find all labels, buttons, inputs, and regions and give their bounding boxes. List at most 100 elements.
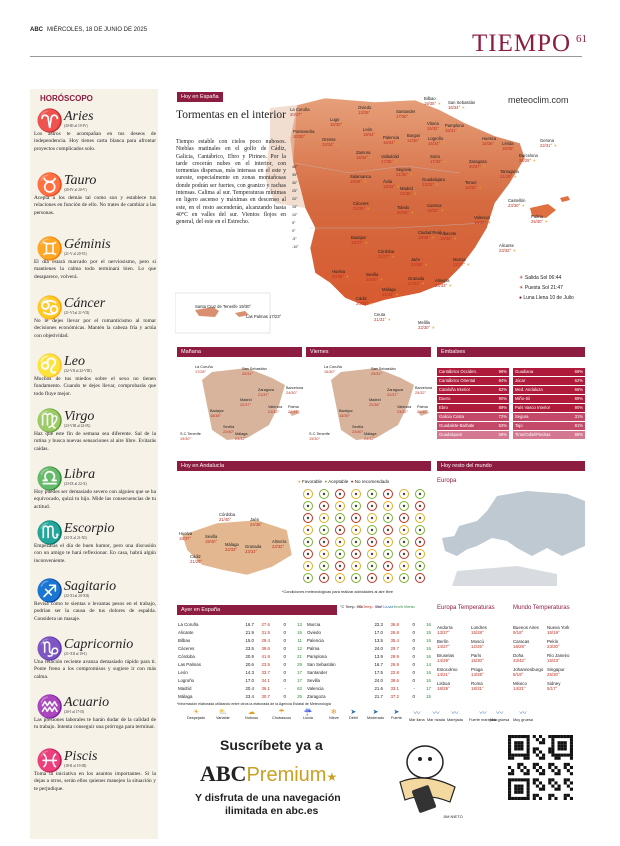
table-row: Palma 24.0 29.7 0 16	[307, 645, 431, 651]
city-31: Palma 25/30° ☀	[531, 214, 549, 224]
sun-icon: ☀	[394, 291, 400, 297]
city-29: Cuenca 18/32° ☀	[427, 203, 445, 213]
legend-item-8: ➤ Fuerte	[391, 709, 402, 720]
full-moon-icon: ●	[519, 295, 524, 301]
city-26: Guadalajara 23/33° ☀	[422, 177, 445, 187]
activity-icon	[351, 489, 361, 499]
sign-name: Sagitario	[64, 579, 117, 594]
sunrise-icon: ☀	[519, 275, 525, 281]
spain-body: Tiempo estable con cielos poco nubosos. …	[176, 139, 286, 226]
manana-map	[202, 368, 300, 440]
weather-legend-icon: ❄	[330, 709, 337, 716]
table-row: Bilbao 15.0 29.4 0 11	[178, 637, 302, 643]
activity-icon	[383, 573, 393, 583]
city-33: Toledo 20/36° ☀	[397, 205, 415, 215]
zodiac-5-icon: ♍	[36, 408, 64, 433]
activity-icon	[303, 525, 313, 535]
eu-temps-title: Europa Temperaturas	[437, 605, 495, 611]
reservoirs-label: Embalses	[437, 347, 585, 357]
city-37: Albacete 19/33° ☀	[440, 231, 458, 241]
v_cities-4: Madrid 22/38°	[369, 398, 381, 407]
sign-dates: (21-V al 20-VI)	[64, 252, 87, 256]
city-35: Badajoz 18/37° ☀	[351, 235, 369, 245]
v_cities-6: Palma 20/32°	[417, 405, 429, 414]
activity-icon	[399, 537, 409, 547]
sun-icon: ☀	[305, 133, 311, 139]
abc-premium-ad[interactable]: Suscríbete ya a ABCPremium★ Y disfruta d…	[175, 727, 585, 842]
cartoon-illustration	[399, 745, 456, 813]
spain-map	[175, 97, 570, 334]
city-45: Almería 23/33° ☀	[435, 278, 453, 288]
legend-item-5: ❄ Nieve	[329, 709, 339, 720]
v_cities-3: Barcelona 25/32°	[415, 386, 433, 395]
sun-icon: ☀	[370, 109, 376, 115]
and-city-2: Córdoba 21/40°	[219, 512, 236, 522]
scale-tick: 5°	[292, 221, 296, 225]
andalucia-legend: ● Favorable ● Aceptable ● No recomendado	[298, 479, 390, 484]
activity-icon	[351, 501, 361, 511]
scale-tick: 40°	[292, 165, 298, 169]
m_cities-8: Sevilla 22/40°	[223, 425, 235, 434]
issue-date: MIÉRCOLES, 18 DE JUNIO DE 2025	[47, 27, 148, 33]
activity-icon	[319, 501, 329, 511]
city-43: Sevilla 20/40° ☀	[366, 272, 384, 282]
activity-icon	[383, 501, 393, 511]
favorable-icon: ●	[298, 479, 301, 484]
scale-tick: 25°	[292, 189, 298, 193]
temps_world-item-0: Buenos Aires 9/18°	[513, 625, 539, 635]
sign-text: Hoy puedes ser demasiado severo con algu…	[34, 489, 156, 510]
sun-icon: ☀	[447, 282, 453, 288]
activity-icon	[415, 501, 425, 511]
zodiac-1-icon: ♉	[36, 172, 64, 197]
and-city-0: Huelva 18/37°	[179, 531, 193, 541]
table-row: Córdoba 20.9 41.9 0 21	[178, 653, 302, 659]
sign-name: Capricornio	[64, 637, 134, 652]
activity-icon	[351, 537, 361, 547]
weather-legend-icon: 〰	[413, 710, 421, 717]
sign-text: Haz que este fin de semana sea diferente…	[34, 431, 156, 452]
sign-text: Muchos de tus miedos sobre el sexo no ti…	[34, 376, 156, 397]
sun-icon: ☀	[378, 276, 384, 282]
activity-icon	[335, 489, 345, 499]
weather-legend-icon: ☀	[192, 709, 200, 716]
activity-icon	[319, 489, 329, 499]
sun-icon: ☀	[514, 145, 520, 151]
world-label: Hoy resto del mundo	[437, 461, 585, 471]
ad-line3: ilimitada en abc.es	[225, 805, 319, 817]
reservoir-right-6: Tajo 81%	[513, 422, 585, 430]
activity-icon	[415, 549, 425, 559]
table-row: León 14.3 33.7 0 17	[178, 669, 302, 675]
sun-icon: ☀	[363, 239, 369, 245]
sign-dates: (22-VII al 22-VIII)	[64, 369, 92, 373]
activity-icon	[351, 525, 361, 535]
sun-icon: ☀	[408, 171, 414, 177]
m_cities-4: Madrid 22/37°	[240, 398, 252, 407]
table-row: Madrid 20.4 36.1-63	[178, 685, 302, 691]
yesterday-footnote: *Información elaborada utilizando entre …	[177, 702, 331, 706]
weather-legend-icon: ☂	[278, 709, 285, 716]
legend-item-13: 〰 Mar gruesa	[490, 710, 510, 722]
weather-legend-icon: 〰	[496, 710, 504, 717]
legend-item-0: ☀ Despejado	[187, 709, 206, 720]
temps_world-item-5: Río Janeiro 15/23°	[547, 653, 570, 663]
europe-title: Europa	[437, 478, 457, 484]
horoscope-panel: HORÓSCOPO ♈ Aries (20-III al 19-IV) Los ast…	[30, 89, 158, 839]
zodiac-10-icon: ♒	[36, 694, 64, 719]
sign-text: Revisa cómo te sientas o levantas pesos …	[34, 601, 156, 622]
activity-icon	[351, 513, 361, 523]
canarias-tenerife: Santa Cruz de Tenerife 19/30°	[195, 304, 252, 309]
activity-icon	[399, 561, 409, 571]
qr-code[interactable]	[508, 735, 573, 800]
city-17: Zamora 16/34° ☀	[356, 150, 374, 160]
activity-icon	[351, 573, 361, 583]
sun-icon: ☀	[512, 173, 518, 179]
sign-text: No te dejes llevar por el romanticismo a…	[34, 318, 156, 339]
city-15: Lérida 18/35° ☀	[502, 141, 520, 151]
andalucia-label: Hoy en Andalucía	[177, 461, 431, 471]
activity-icon	[399, 489, 409, 499]
zodiac-6-icon: ♎	[36, 466, 64, 491]
temps_eu-item-2: Berlín 14/27°	[437, 639, 450, 649]
zodiac-3-icon: ♋	[36, 295, 64, 320]
sign-text: Los astros te acompañan en tus deseos de…	[34, 131, 156, 152]
activity-icon	[335, 525, 345, 535]
